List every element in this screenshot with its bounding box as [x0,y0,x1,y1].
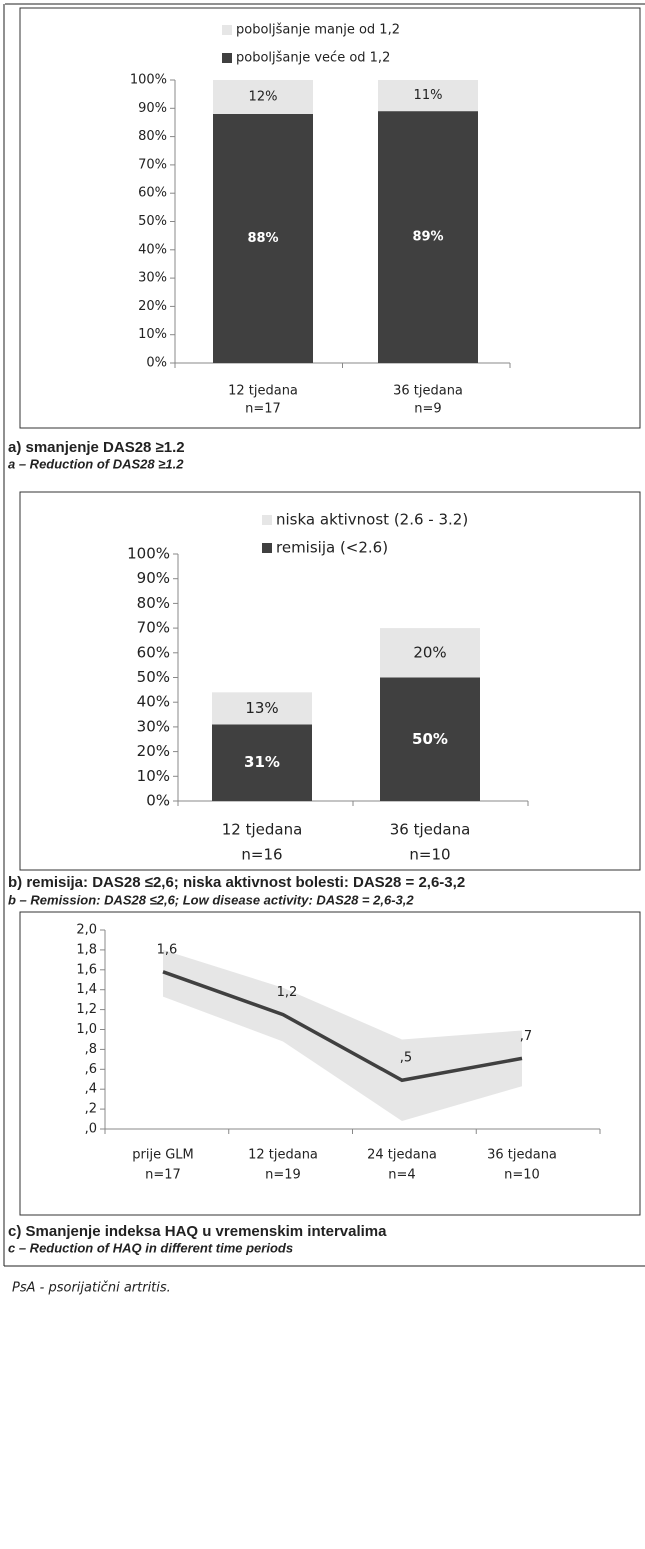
value-label: 88% [247,231,278,246]
value-label: ,5 [400,1051,412,1066]
legend-swatch [222,53,232,63]
caption-en: a – Reduction of DAS28 ≥1.2 [8,456,184,471]
y-tick-label: 90% [138,101,167,116]
x-tick-label: n=16 [241,846,282,864]
value-label: 1,6 [157,942,178,957]
legend-label: poboljšanje veće od 1,2 [236,51,390,66]
y-tick-label: 1,4 [76,982,97,997]
x-tick-label: n=10 [504,1168,540,1183]
y-tick-label: 1,8 [76,942,97,957]
x-tick-label: 12 tjedana [222,821,303,839]
y-tick-label: ,4 [85,1082,97,1097]
caption: b) remisija: DAS28 ≤2,6; niska aktivnost… [8,874,465,891]
value-label: 89% [412,230,443,245]
value-label: 1,2 [277,985,298,1000]
y-tick-label: 70% [138,157,167,172]
x-tick-label: 12 tjedana [228,384,298,399]
x-tick-label: 36 tjedana [393,384,463,399]
caption-en: c – Reduction of HAQ in different time p… [8,1240,293,1255]
x-tick-label: n=17 [145,1168,181,1183]
chart-box [19,7,641,429]
y-tick-label: 0% [146,356,167,371]
x-tick-label: n=9 [414,402,441,417]
bar-segment [213,80,313,114]
x-tick-label: 36 tjedana [487,1148,557,1163]
x-tick-label: n=17 [245,402,281,417]
y-tick-label: 1,2 [76,1002,97,1017]
y-tick-label: 1,6 [76,962,97,977]
bar-segment [212,692,312,725]
legend-swatch [222,25,232,35]
bar-segment [380,628,480,678]
y-tick-label: 50% [137,668,170,686]
caption-en: b – Remission: DAS28 ≤2,6; Low disease a… [8,892,414,907]
band-upper [163,949,522,1122]
bar-segment [378,80,478,112]
x-tick-label: prije GLM [132,1148,193,1163]
bar-segment [380,677,480,801]
legend-label: remisija (<2.6) [276,539,388,557]
y-tick-label: 40% [138,242,167,257]
y-tick-label: 30% [138,271,167,286]
x-tick-label: 12 tjedana [248,1148,318,1163]
value-label: 31% [244,753,280,771]
bar-segment [212,724,312,801]
y-tick-label: ,0 [85,1122,97,1137]
value-label: 12% [249,89,278,104]
y-tick-label: 80% [137,594,170,612]
caption: c) Smanjenje indeksa HAQ u vremenskim in… [8,1223,387,1240]
x-tick-label: 36 tjedana [390,821,471,839]
y-tick-label: 20% [137,742,170,760]
y-tick-label: 80% [138,129,167,144]
legend-label: niska aktivnost (2.6 - 3.2) [276,511,468,529]
x-tick-label: n=10 [409,846,450,864]
value-label: 11% [414,88,443,103]
y-tick-label: 30% [137,717,170,735]
y-tick-label: 100% [130,73,167,88]
y-tick-label: 20% [138,299,167,314]
bar-segment [213,113,313,364]
legend-label: poboljšanje manje od 1,2 [236,23,400,38]
legend-swatch [262,543,272,553]
y-tick-label: 0% [146,792,170,810]
value-label: 20% [413,643,446,661]
value-label: 50% [412,730,448,748]
y-tick-label: 100% [127,545,170,563]
x-tick-label: n=19 [265,1168,301,1183]
y-tick-label: ,2 [85,1102,97,1117]
y-tick-label: 2,0 [76,923,97,938]
y-tick-label: 60% [137,643,170,661]
chart-box [19,911,641,1216]
y-tick-label: ,8 [85,1042,97,1057]
footnote: PsA - psorijatični artritis. [12,1281,171,1296]
caption: a) smanjenje DAS28 ≥1.2 [8,439,185,456]
y-tick-label: 40% [137,693,170,711]
y-tick-label: 90% [137,569,170,587]
y-tick-label: 1,0 [76,1022,97,1037]
y-tick-label: 60% [138,186,167,201]
x-tick-label: n=4 [388,1168,415,1183]
value-label: ,7 [520,1029,532,1044]
y-tick-label: 10% [137,767,170,785]
value-label: 13% [245,699,278,717]
y-tick-label: 10% [138,327,167,342]
y-tick-label: ,6 [85,1062,97,1077]
y-tick-label: 70% [137,619,170,637]
bar-segment [378,111,478,363]
legend-swatch [262,515,272,525]
line [162,970,523,1083]
y-tick-label: 50% [138,214,167,229]
x-tick-label: 24 tjedana [367,1148,437,1163]
chart-box [19,491,641,871]
